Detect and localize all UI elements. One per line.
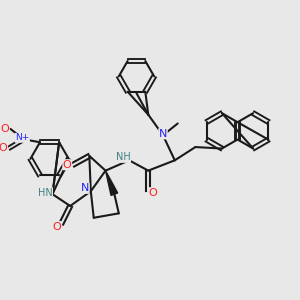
Text: O: O (148, 188, 157, 198)
Text: O: O (63, 160, 72, 170)
Text: O: O (0, 143, 8, 153)
Polygon shape (106, 171, 118, 195)
Text: N: N (159, 129, 167, 139)
Text: O: O (0, 124, 9, 134)
Text: HN: HN (38, 188, 52, 198)
Text: N: N (81, 183, 89, 193)
Text: NH: NH (116, 152, 130, 162)
Text: N+: N+ (15, 133, 29, 142)
Text: O: O (52, 222, 61, 232)
